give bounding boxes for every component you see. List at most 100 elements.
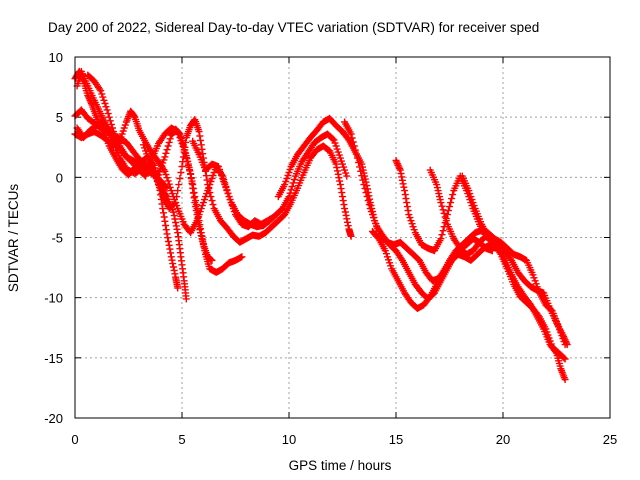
data-point	[164, 177, 172, 185]
series-satellite-track-12	[426, 166, 569, 383]
data-point	[159, 205, 167, 213]
data-point	[449, 191, 457, 199]
data-point	[362, 189, 370, 197]
y-tick-label: -10	[44, 291, 63, 306]
data-point	[161, 153, 169, 161]
data-point	[197, 225, 204, 233]
data-point	[199, 240, 207, 247]
data-point	[97, 87, 105, 95]
data-point	[442, 217, 450, 225]
x-axis-label: GPS time / hours	[289, 458, 392, 473]
data-point	[161, 167, 169, 175]
data-point	[169, 208, 177, 216]
data-point	[174, 187, 182, 195]
data-point	[169, 263, 177, 271]
data-point	[99, 93, 107, 101]
y-tick-label: 5	[56, 110, 63, 125]
data-point	[394, 161, 402, 169]
data-point	[357, 167, 365, 175]
y-axis-label: SDTVAR / TECUs	[6, 184, 21, 293]
x-tick-label: 10	[282, 432, 296, 447]
data-point	[162, 149, 170, 157]
data-point	[438, 231, 446, 239]
data-point	[382, 250, 390, 258]
y-tick-label: 10	[49, 50, 63, 65]
series-satellite-track-1	[71, 67, 182, 292]
data-point	[507, 255, 514, 263]
data-point	[397, 255, 405, 263]
data-point	[197, 136, 204, 144]
data-point	[438, 202, 446, 210]
data-point	[163, 146, 171, 154]
data-point	[406, 214, 414, 222]
data-point	[204, 181, 212, 189]
data-point	[175, 181, 183, 189]
data-point	[343, 172, 351, 180]
data-point	[341, 205, 349, 213]
data-point	[164, 142, 172, 150]
data-point	[171, 215, 179, 223]
data-point	[350, 142, 358, 150]
data-point	[107, 120, 115, 128]
series-satellite-track-6	[140, 116, 355, 246]
data-point	[163, 174, 171, 182]
data-point	[281, 181, 289, 189]
data-point	[85, 93, 93, 101]
data-point	[173, 193, 181, 201]
x-tick-label: 20	[496, 432, 510, 447]
data-point	[347, 130, 355, 138]
data-point	[191, 193, 199, 201]
data-point	[208, 256, 216, 264]
x-axis-ticks: 0 5 10 15 20 25	[71, 57, 617, 447]
data-point	[354, 154, 361, 162]
chart-title: Day 200 of 2022, Sidereal Day-to-day VTE…	[48, 20, 539, 35]
data-point	[238, 253, 246, 261]
data-point	[364, 197, 372, 205]
series-satellite-track-8	[274, 114, 513, 285]
y-tick-label: -20	[44, 411, 63, 426]
data-point	[171, 200, 178, 208]
data-point	[365, 201, 373, 209]
data-point	[440, 209, 448, 217]
plot-frame	[74, 56, 611, 419]
data-point	[563, 341, 571, 349]
data-point	[181, 143, 189, 151]
data-point	[439, 227, 447, 235]
data-point	[288, 182, 296, 190]
data-point	[290, 176, 298, 183]
data-point	[102, 103, 110, 111]
data-point	[208, 197, 216, 205]
series-satellite-track-7	[189, 130, 351, 231]
plot-area	[71, 67, 571, 383]
data-point	[286, 189, 294, 197]
data-point	[446, 203, 453, 211]
data-point	[184, 160, 192, 168]
data-point	[329, 135, 337, 143]
data-point	[205, 185, 213, 193]
series-satellite-track-14	[73, 118, 171, 192]
data-point	[193, 217, 201, 225]
data-point	[207, 193, 215, 201]
grid	[75, 57, 610, 418]
data-point	[103, 106, 111, 114]
data-point	[351, 146, 359, 154]
data-point	[358, 172, 366, 180]
data-point	[182, 295, 190, 303]
data-point	[361, 185, 369, 193]
data-point	[162, 171, 170, 178]
data-point	[106, 117, 114, 125]
y-tick-label: -5	[51, 231, 63, 246]
data-point	[447, 199, 455, 207]
data-point	[172, 199, 180, 207]
data-point	[488, 247, 496, 255]
data-point	[370, 214, 377, 222]
data-point	[360, 181, 368, 189]
data-point	[206, 189, 214, 197]
data-point	[332, 142, 340, 150]
data-point	[561, 376, 569, 383]
x-tick-label: 5	[178, 432, 185, 447]
data-point	[437, 199, 445, 207]
x-tick-label: 0	[71, 432, 78, 447]
data-point	[220, 178, 228, 185]
